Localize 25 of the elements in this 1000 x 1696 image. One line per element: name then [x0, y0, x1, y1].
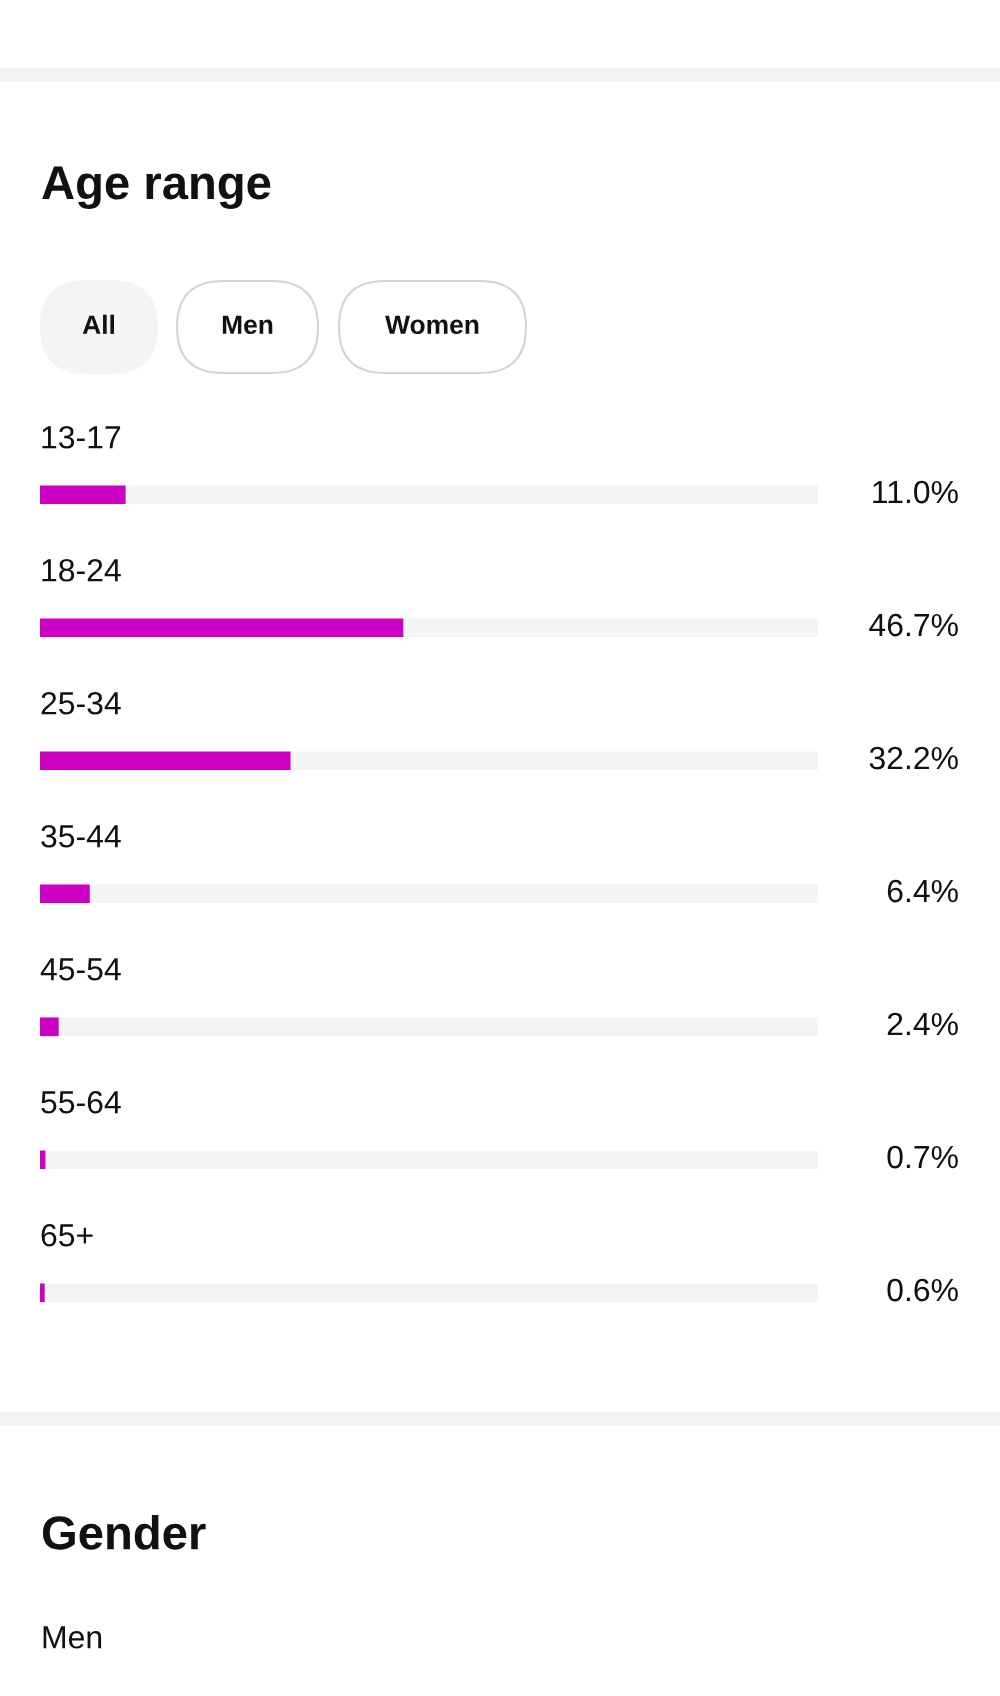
text: Gender: [42, 1514, 206, 1550]
text: Men: [222, 315, 273, 335]
text: All: [82, 314, 114, 334]
y-tick-label: 55-64: [41, 1090, 121, 1114]
y-tick-label: 25-34: [41, 691, 121, 715]
y-tick-label: 18-24: [42, 558, 121, 582]
text: Men: [43, 1626, 102, 1649]
bar: [40, 1017, 59, 1037]
y-tick-label: 35-44: [41, 824, 121, 848]
bar: [40, 1283, 45, 1303]
data-label: 0.7%: [887, 1145, 958, 1169]
y-tick-label: 13-17: [42, 425, 121, 449]
data-label: 6.4%: [887, 879, 958, 903]
chart-title: Age range: [42, 166, 271, 210]
data-label: 32.2%: [869, 746, 958, 770]
data-label: 2.4%: [887, 1012, 958, 1036]
bar: [40, 1150, 46, 1170]
bar: [40, 884, 90, 904]
y-tick-label: 45-54: [40, 958, 121, 981]
bar: [40, 485, 126, 505]
data-label: 46.7%: [869, 613, 958, 637]
text: Women: [385, 315, 479, 335]
y-tick-label: 65+: [41, 1223, 93, 1247]
data-label: 11.0%: [873, 480, 958, 504]
data-label: 0.6%: [887, 1278, 958, 1302]
